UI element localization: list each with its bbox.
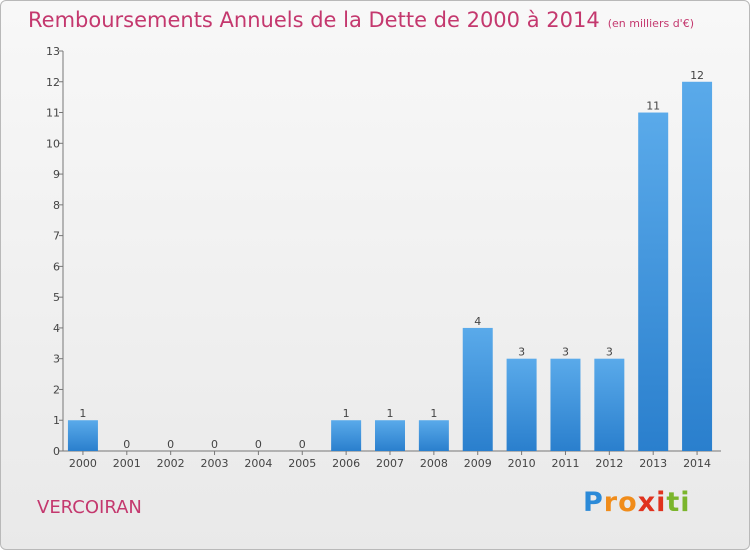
y-tick-label: 1 [53,414,60,427]
logo-letter: x [637,487,657,518]
y-tick-label: 12 [46,76,60,89]
data-label: 0 [255,438,262,451]
data-label: 3 [518,346,525,359]
y-tick-label: 0 [53,445,60,458]
bar [418,420,449,451]
data-label: 1 [343,407,350,420]
data-label: 11 [646,100,660,113]
chart-unit: (en milliers d'€) [607,17,694,30]
x-tick-label: 2012 [595,457,623,470]
x-tick-label: 2005 [288,457,316,470]
bar [462,327,493,451]
logo-letter: i [680,487,691,518]
logo-letter: i [656,487,667,518]
data-label: 0 [167,438,174,451]
data-label: 3 [562,346,569,359]
x-tick-label: 2014 [683,457,711,470]
commune-name: VERCOIRAN [37,497,142,518]
y-tick-label: 13 [46,45,60,58]
data-label: 0 [211,438,218,451]
bar [506,358,537,451]
x-tick-label: 2013 [639,457,667,470]
x-tick-label: 2001 [113,457,141,470]
y-tick-label: 6 [53,260,60,273]
data-label: 3 [606,346,613,359]
y-tick-label: 4 [53,322,60,335]
data-label: 1 [430,407,437,420]
x-tick-label: 2006 [332,457,360,470]
data-label: 1 [79,407,86,420]
bar [638,112,669,452]
x-tick-label: 2010 [508,457,536,470]
data-label: 1 [387,407,394,420]
y-tick-label: 10 [46,137,60,150]
bar [594,358,625,451]
bar [550,358,581,451]
bar [682,81,713,452]
bars [67,81,713,452]
logo-letter: t [666,487,681,518]
bar [375,420,405,451]
y-tick-label: 8 [53,199,60,212]
x-tick-label: 2011 [551,457,579,470]
x-tick-label: 2002 [157,457,185,470]
logo-letter: o [618,487,638,518]
y-tick-label: 3 [53,353,60,366]
bar [331,420,362,451]
proxiti-logo: Proxiti [583,487,691,518]
x-tick-label: 2000 [69,457,97,470]
x-tick-label: 2004 [244,457,272,470]
chart-title-text: Remboursements Annuels de la Dette de 20… [28,8,600,32]
logo-letter: r [603,487,619,518]
x-tick-label: 2008 [420,457,448,470]
data-label: 4 [474,315,481,328]
data-label: 0 [299,438,306,451]
x-tick-label: 2003 [201,457,229,470]
x-tick-label: 2009 [464,457,492,470]
y-tick-label: 2 [53,383,60,396]
y-tick-label: 9 [53,168,60,181]
y-tick-label: 11 [46,107,60,120]
data-label: 0 [123,438,130,451]
bar [67,420,98,451]
y-tick-label: 7 [53,230,60,243]
x-tick-label: 2007 [376,457,404,470]
logo-letter: P [583,487,604,518]
chart-title: Remboursements Annuels de la Dette de 20… [28,8,694,32]
y-tick-label: 5 [53,291,60,304]
data-label: 12 [690,69,704,82]
